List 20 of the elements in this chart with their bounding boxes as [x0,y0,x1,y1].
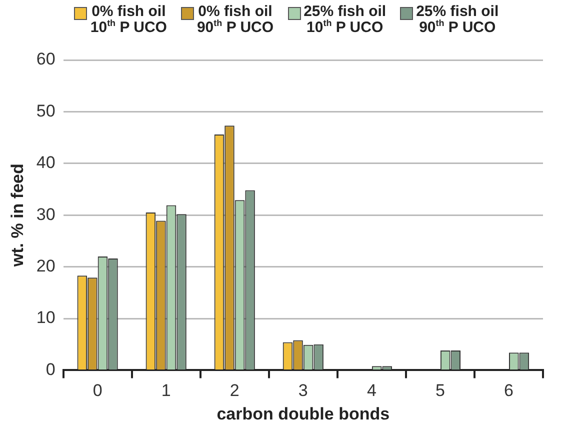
legend-label: 0% fish oil 10$^{th}$ P UCO [90,3,167,36]
x-tick-label: 2 [230,381,240,400]
x-tick-label: 0 [92,381,102,400]
x-axis-title: carbon double bonds [216,404,390,424]
legend-label: 25% fish oil 90$^{th}$ P UCO [416,3,499,36]
y-tick-label: 10 [36,308,56,328]
y-tick-label: 20 [36,256,56,276]
y-axis-title: wt. % in feed [8,164,27,268]
y-tick-label: 0 [46,360,56,379]
y-tick-label: 30 [36,204,56,224]
x-tick-label: 6 [504,381,514,400]
y-tick-label: 50 [36,101,56,120]
legend-label: 25% fish oil 10$^{th}$ P UCO [304,3,386,36]
x-tick-label: 1 [161,381,171,400]
x-tick-label: 3 [298,381,308,400]
x-tick-label: 4 [366,381,376,400]
y-tick-label: 40 [36,153,56,172]
x-tick-label: 5 [435,381,445,400]
legend-label: 0% fish oil 90$^{th}$ P UCO [196,3,274,36]
y-tick-label: 60 [36,50,56,69]
